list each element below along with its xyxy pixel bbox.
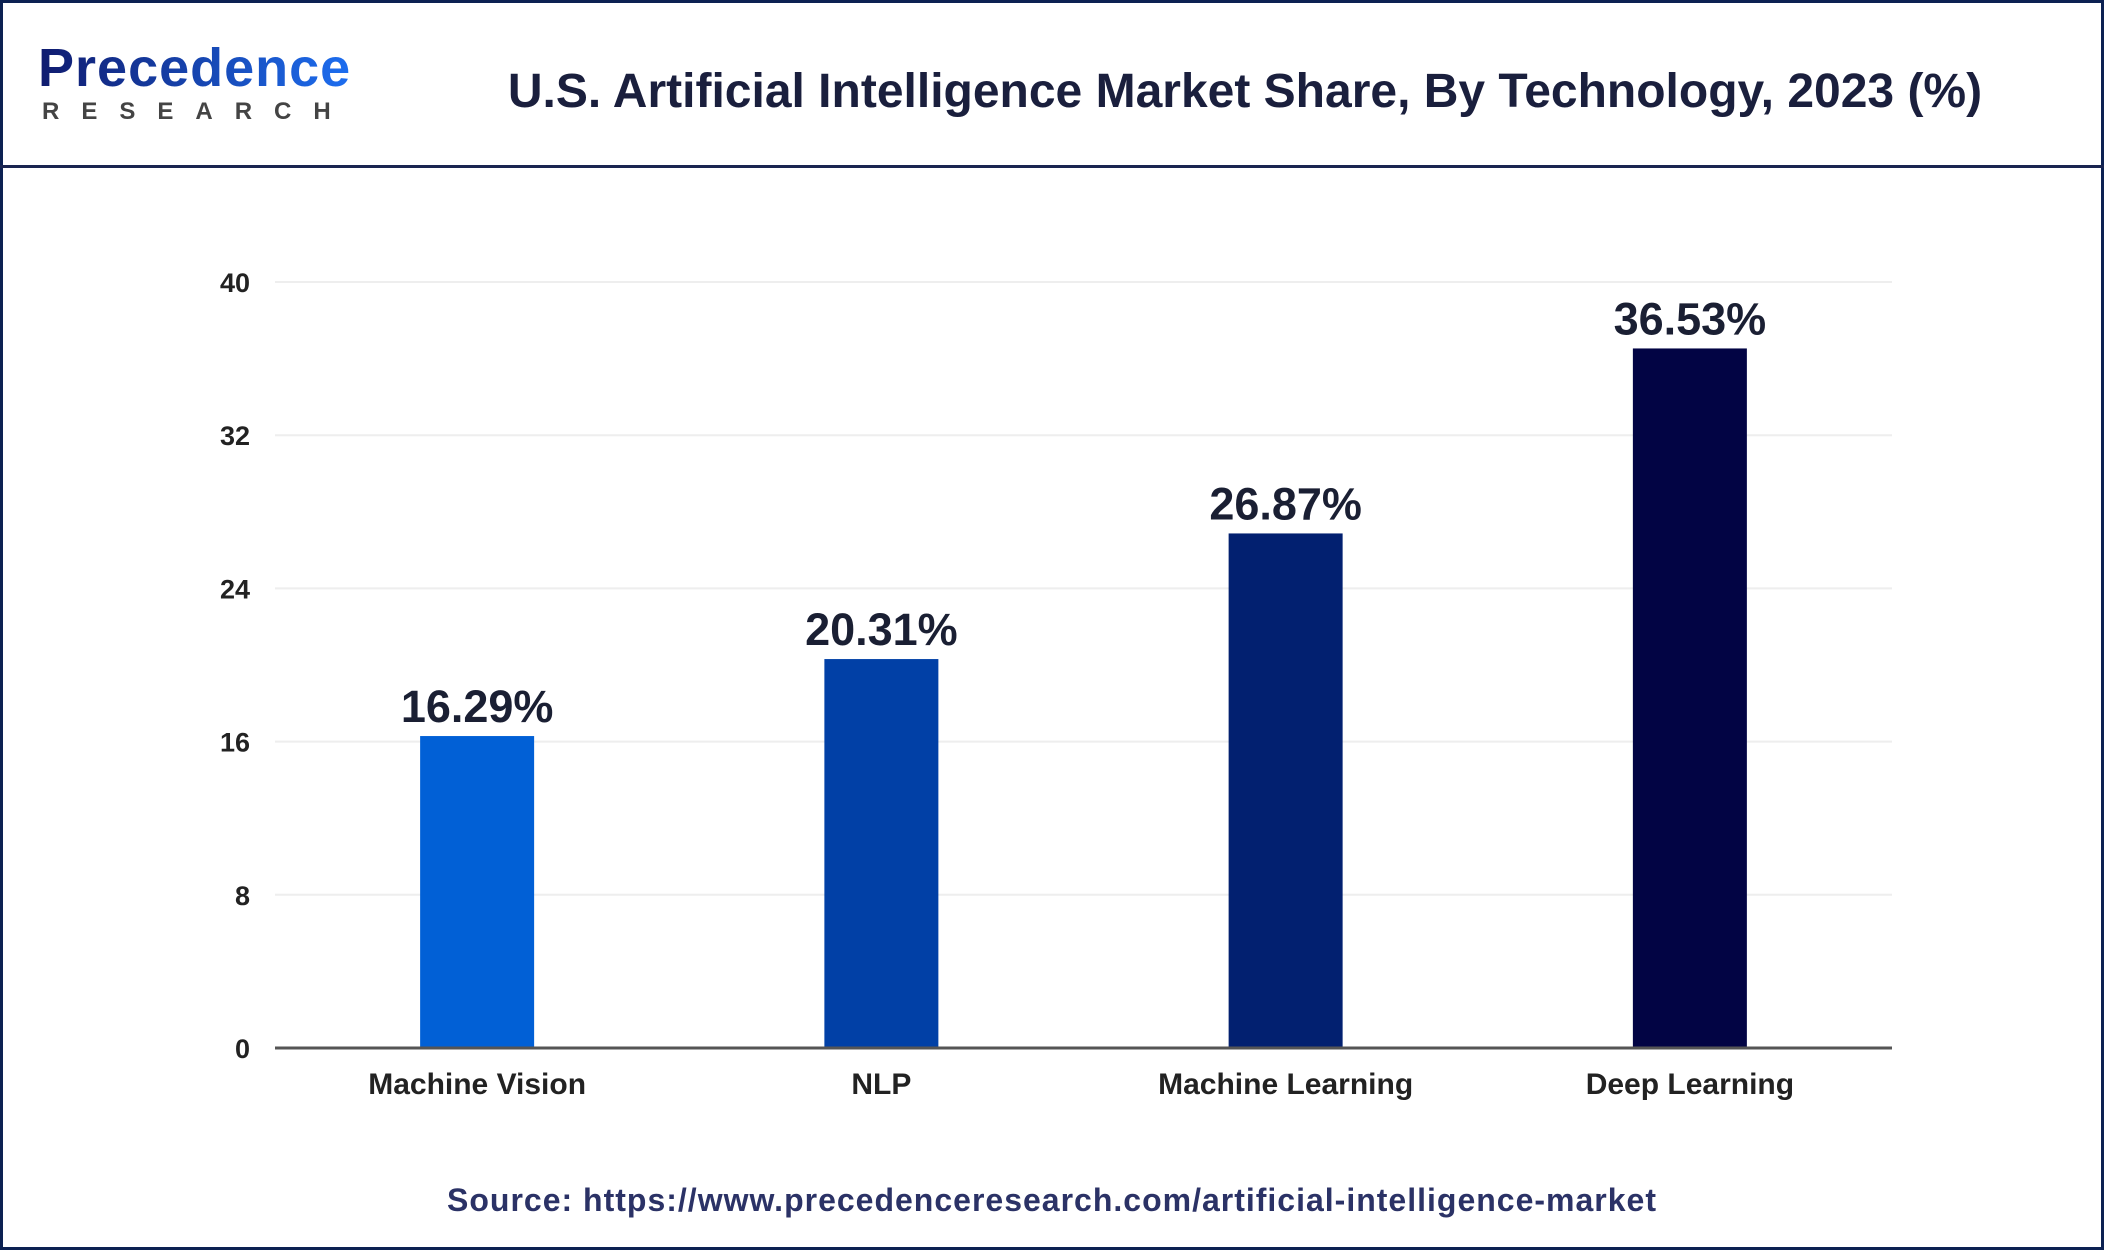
logo-name: Precedence: [38, 38, 352, 98]
y-tick-label: 8: [235, 881, 250, 911]
x-tick-label: Machine Vision: [368, 1068, 586, 1101]
x-tick-label: Deep Learning: [1586, 1068, 1794, 1101]
chart-title: U.S. Artificial Intelligence Market Shar…: [507, 65, 1983, 118]
y-tick-label: 40: [220, 268, 250, 298]
data-label: 20.31%: [805, 604, 958, 655]
y-tick-label: 24: [220, 574, 250, 604]
y-tick-label: 0: [235, 1034, 250, 1064]
source-note: Source: https://www.precedenceresearch.c…: [447, 1182, 1657, 1218]
bar-deep-learning: [1632, 348, 1747, 1048]
bar-nlp: [824, 659, 939, 1048]
header-divider: [0, 165, 2104, 168]
logo-sub: RESEARCH: [42, 98, 353, 125]
data-label: 26.87%: [1209, 478, 1362, 529]
data-label: 36.53%: [1614, 293, 1767, 344]
bar-machine-vision: [420, 736, 535, 1048]
logo: Precedence RESEARCH: [38, 40, 353, 126]
x-tick-label: NLP: [851, 1068, 911, 1101]
x-tick-label: Machine Learning: [1158, 1068, 1413, 1101]
y-tick-label: 32: [220, 421, 250, 451]
y-tick-label: 16: [220, 728, 250, 758]
data-label: 16.29%: [401, 681, 554, 732]
bar-machine-learning: [1228, 533, 1343, 1048]
